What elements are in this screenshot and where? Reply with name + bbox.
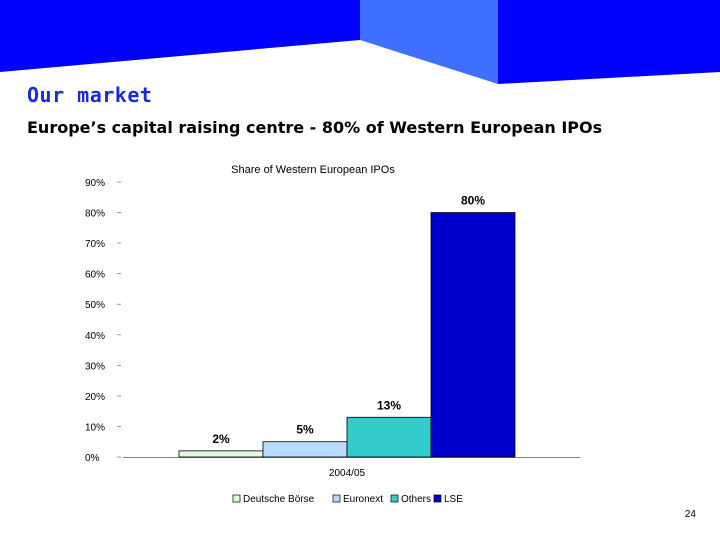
y-tick-label: 70% [85, 239, 105, 250]
legend-label: LSE [444, 494, 463, 505]
bar-value-label: 13% [377, 398, 401, 412]
bar-lse [430, 212, 516, 458]
y-axis: 0% 10% 20% 30% 40% 50% 60% 70% 80% 90% [85, 178, 124, 464]
page-title: Our market [27, 83, 153, 107]
y-tick-label: 60% [85, 270, 105, 281]
banner-right-shape [498, 0, 720, 84]
bar-others [346, 416, 432, 458]
ipo-share-chart: Share of Western European IPOs 0% 10% 20% 3… [85, 164, 580, 505]
legend-label: Deutsche Börse [243, 494, 315, 505]
bar-value-label: 80% [461, 194, 485, 208]
x-category-label: 2004/05 [329, 468, 366, 479]
bar-euronext [262, 441, 348, 458]
y-tick-label: 50% [85, 300, 105, 311]
legend-swatch [433, 494, 442, 503]
y-tick-label: 0% [85, 453, 100, 464]
y-tick-label: 30% [85, 361, 105, 372]
bar-value-label: 2% [212, 432, 230, 446]
x-axis: 2004/05 [123, 457, 580, 479]
legend-label: Euronext [343, 494, 383, 505]
y-tick-label: 90% [85, 178, 105, 189]
y-tick-label: 20% [85, 392, 105, 403]
bar-value-label: 5% [296, 423, 314, 437]
bar-deutsche-b-rse [178, 450, 264, 458]
y-tick-label: 80% [85, 209, 105, 220]
y-tick-label: 40% [85, 331, 105, 342]
banner-middle-shape [360, 0, 498, 84]
bar-labels: 2% 5% 13% 80% [212, 194, 485, 446]
legend-swatch [232, 494, 241, 503]
legend-swatch [332, 494, 341, 503]
legend-swatch [390, 494, 399, 503]
banner-left-shape [0, 0, 360, 72]
bars [178, 212, 516, 458]
chart-title: Share of Western European IPOs [231, 164, 395, 176]
legend-label: Others [401, 494, 431, 505]
legend: Deutsche Börse Euronext Others LSE [232, 494, 463, 505]
page-number: 24 [684, 509, 696, 520]
header-banner [0, 0, 720, 84]
y-tick-label: 10% [85, 422, 105, 433]
page-subtitle: Europe’s capital raising centre - 80% of… [27, 118, 603, 137]
